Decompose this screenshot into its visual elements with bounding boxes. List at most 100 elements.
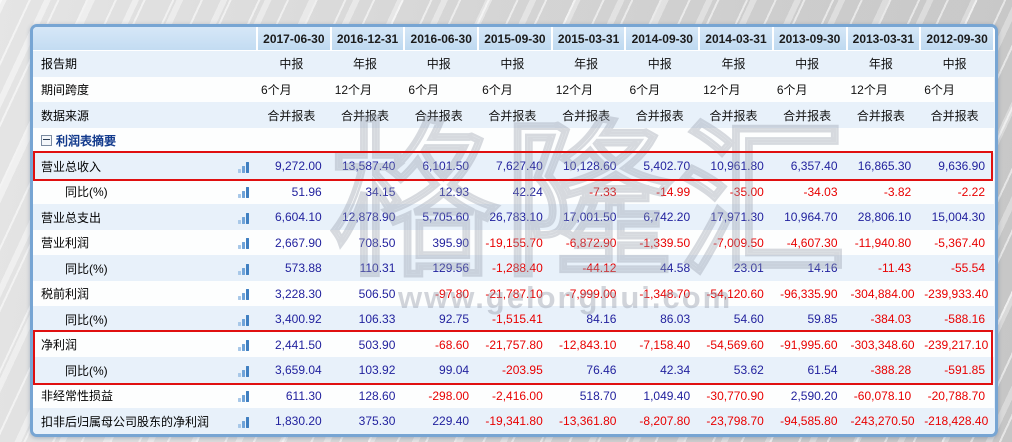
bar-icon-bar — [238, 194, 241, 199]
cell-value: 573.88 — [284, 261, 322, 276]
cell-value: 375.30 — [358, 414, 396, 429]
row-label: 净利润 — [41, 338, 78, 353]
bar-icon-bar — [242, 267, 245, 275]
cell-value: -8,207.80 — [639, 414, 691, 429]
cell-value: -7,009.50 — [713, 235, 764, 250]
row-label: 营业总支出 — [41, 210, 102, 225]
column-header-date[interactable]: 2015-09-30 — [478, 27, 553, 51]
cell-value: 84.16 — [586, 312, 617, 327]
cell-value: 61.54 — [807, 363, 838, 378]
bar-chart-icon[interactable] — [238, 340, 251, 352]
row-label: 同比(%) — [65, 363, 108, 378]
row-label-cell: 营业总支出 — [33, 204, 257, 230]
cell-value: 128.60 — [358, 388, 396, 403]
cell-value: -21,757.80 — [485, 337, 543, 352]
cell-value: 86.03 — [660, 312, 691, 327]
column-header-date[interactable]: 2017-06-30 — [257, 27, 332, 51]
cell-value — [404, 128, 478, 154]
cell-value: 17,001.50 — [563, 210, 617, 225]
cell-value: 1,049.40 — [643, 388, 691, 403]
bar-chart-icon[interactable] — [238, 391, 251, 403]
cell-value — [920, 128, 994, 154]
cell-value: 年报 — [353, 57, 378, 72]
column-header-date[interactable]: 2015-03-31 — [551, 27, 627, 51]
cell-value: 92.75 — [439, 312, 470, 327]
cell-value: -2.22 — [957, 184, 985, 199]
table-row: 营业利润 2,667.90 708.50 395.90 -19,155.70 -6,872… — [33, 229, 994, 256]
section-row: 利润表摘要 — [33, 127, 994, 154]
bar-icon-bar — [246, 263, 249, 275]
bar-icon-bar — [246, 187, 249, 199]
column-header-date[interactable]: 2012-09-30 — [920, 27, 995, 51]
bar-chart-icon[interactable] — [238, 263, 251, 275]
cell-value: 76.46 — [586, 363, 617, 378]
bar-icon-bar — [246, 289, 249, 301]
row-label-cell: 扣非后归属母公司股东的净利润 — [33, 408, 257, 434]
cell-value: 合并报表 — [562, 108, 611, 123]
bar-icon-bar — [238, 168, 241, 173]
bar-chart-icon[interactable] — [238, 161, 251, 173]
cell-value: -35.00 — [729, 184, 764, 199]
collapse-icon[interactable] — [41, 135, 52, 147]
row-label: 数据来源 — [41, 108, 90, 123]
column-header-date[interactable]: 2014-09-30 — [625, 27, 701, 51]
table-row: 同比(%) 51.96 34.15 12.93 42.24 -7.33 -14.99 -35.… — [33, 178, 994, 205]
cell-value: -97.80 — [435, 286, 470, 301]
cell-value: 中报 — [942, 57, 967, 72]
bar-chart-icon[interactable] — [238, 212, 251, 224]
column-header-date[interactable]: 2016-06-30 — [404, 27, 480, 51]
cell-value: 10,961.80 — [710, 159, 764, 174]
cell-value: -4,607.30 — [786, 235, 838, 250]
bar-icon-bar — [246, 391, 249, 403]
row-label-cell: 净利润 — [33, 332, 257, 358]
cell-value: 3,400.92 — [274, 312, 322, 327]
cell-value: 合并报表 — [856, 108, 905, 123]
cell-value: -304,884.00 — [850, 286, 915, 301]
cell-value: -44.12 — [582, 261, 617, 276]
cell-value: 2,590.20 — [790, 388, 838, 403]
cell-value: 9,636.90 — [938, 159, 985, 174]
column-header-date[interactable]: 2016-12-31 — [330, 27, 406, 51]
bar-chart-icon[interactable] — [238, 238, 251, 250]
cell-value: -2,416.00 — [492, 388, 543, 403]
cell-value: 合并报表 — [783, 108, 832, 123]
cell-value: 17,971.30 — [710, 210, 764, 225]
bar-chart-icon[interactable] — [238, 417, 251, 428]
cell-value: 中报 — [279, 57, 304, 72]
bar-chart-icon[interactable] — [238, 289, 251, 301]
cell-value: -243,270.50 — [850, 414, 915, 429]
table-row: 数据来源 合并报表 合并报表 合并报表 合并报表 合并报表 合并报表 合并报表 合并报表 合并报表… — [33, 102, 994, 128]
row-label-cell: 营业总收入 — [33, 153, 257, 179]
cell-value: -218,428.40 — [924, 414, 989, 429]
row-label-cell: 数据来源 — [33, 102, 257, 128]
bar-icon-bar — [246, 365, 249, 377]
bar-icon-bar — [242, 395, 245, 403]
cell-value — [331, 128, 405, 154]
cell-value: -384.03 — [870, 312, 912, 327]
corner-cell — [33, 27, 258, 51]
cell-value: 5,402.70 — [643, 159, 691, 174]
column-header-date[interactable]: 2013-03-31 — [846, 27, 922, 51]
cell-value: 103.92 — [358, 363, 396, 378]
cell-value: 2,441.50 — [274, 337, 322, 352]
cell-value: 年报 — [868, 57, 893, 72]
bar-icon-bar — [238, 245, 241, 250]
cell-value: 518.70 — [579, 388, 617, 403]
table-row: 营业总收入 9,272.00 13,587.40 6,101.50 7,627.40 10… — [33, 153, 994, 179]
cell-value: 合并报表 — [488, 108, 537, 123]
cell-value: 6,101.50 — [422, 159, 470, 174]
bar-chart-icon[interactable] — [238, 314, 251, 326]
cell-value: 12.93 — [439, 184, 470, 199]
bar-chart-icon[interactable] — [238, 187, 251, 199]
cell-value: 611.30 — [285, 388, 322, 403]
cell-value: -1,348.70 — [639, 286, 691, 301]
cell-value: 合并报表 — [341, 108, 390, 123]
bar-chart-icon[interactable] — [238, 365, 251, 377]
row-label-cell: 同比(%) — [33, 306, 257, 332]
bar-icon-bar — [246, 212, 249, 224]
cell-value: 503.90 — [358, 337, 396, 352]
cell-value: 1,830.20 — [274, 414, 322, 429]
cell-value: 6个月 — [408, 83, 440, 98]
column-header-date[interactable]: 2013-09-30 — [772, 27, 848, 51]
column-header-date[interactable]: 2014-03-31 — [699, 27, 774, 51]
